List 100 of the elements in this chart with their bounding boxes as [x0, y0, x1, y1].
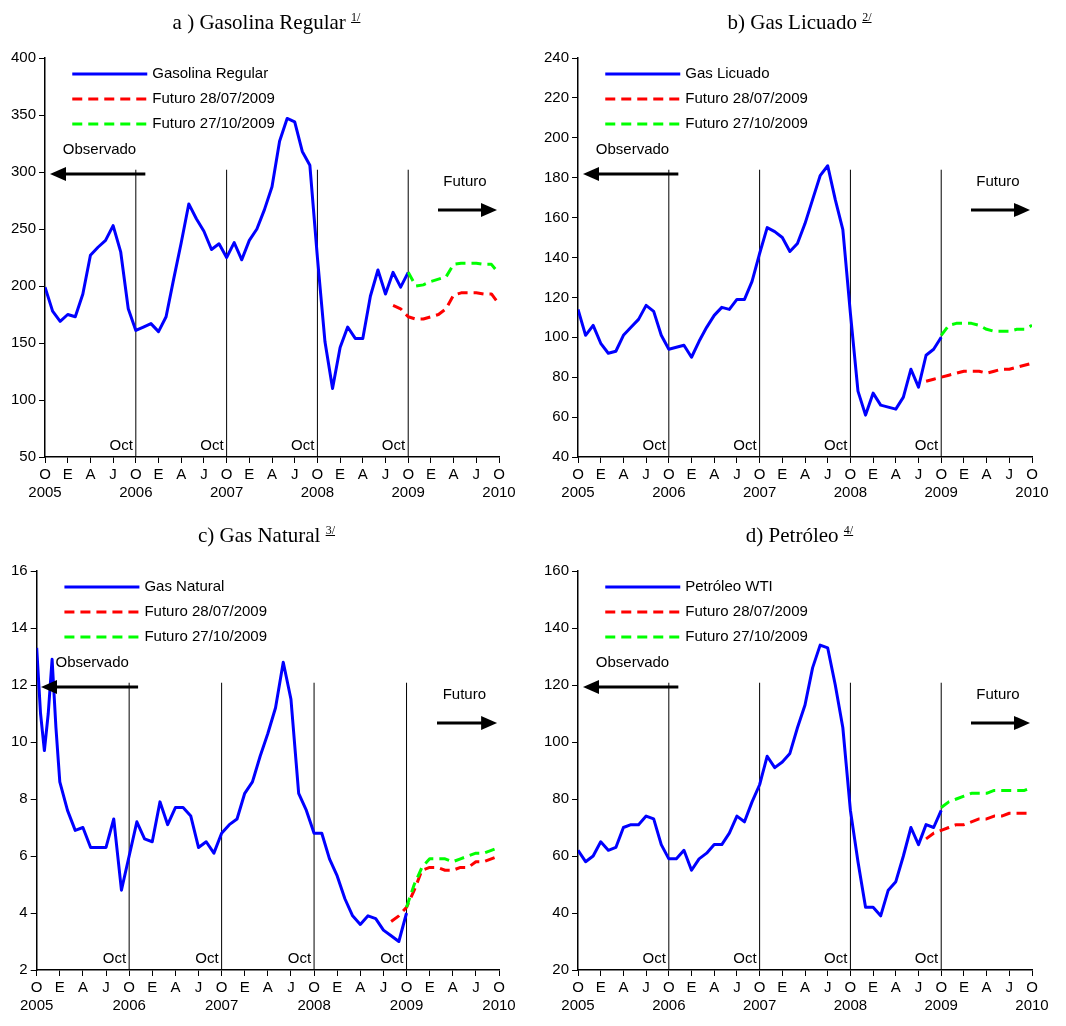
x-tick-label: O 2007 — [742, 978, 777, 1014]
x-tick-label: A — [709, 465, 720, 483]
legend-label: Futuro 28/07/2009 — [685, 602, 808, 620]
x-tick-label: A — [447, 978, 458, 996]
x-tick-label: A — [890, 978, 901, 996]
y-tick-label: 200 — [11, 276, 37, 294]
x-tick-label: A — [267, 465, 278, 483]
x-tick-label: E — [686, 978, 697, 996]
y-tick-label: 60 — [552, 846, 570, 864]
y-tick-label: 80 — [552, 789, 570, 807]
legend-label: Gas Natural — [144, 577, 225, 595]
ref-line-label: Oct — [914, 948, 940, 966]
x-tick-label: E — [868, 465, 879, 483]
x-tick-label: O 2008 — [833, 978, 868, 1014]
y-tick-label: 4 — [19, 903, 28, 921]
x-tick-label: J — [823, 465, 832, 483]
x-tick-label: A — [981, 978, 992, 996]
x-tick-label: A — [357, 465, 368, 483]
y-tick-label: 180 — [544, 167, 570, 185]
x-tick-label: J — [914, 978, 923, 996]
x-tick-label: E — [147, 978, 158, 996]
x-tick-label: A — [448, 465, 459, 483]
y-tick-label: 140 — [544, 618, 570, 636]
y-tick-label: 350 — [11, 105, 37, 123]
legend-label: Futuro 27/10/2009 — [152, 114, 275, 132]
ref-line-label: Oct — [200, 435, 225, 453]
x-tick-label: O 2010 — [482, 978, 516, 1014]
y-tick-label: 100 — [11, 390, 37, 408]
x-tick-label: J — [109, 465, 117, 483]
ref-line-label: Oct — [642, 948, 667, 966]
y-tick-label: 10 — [11, 732, 28, 750]
y-tick-label: 14 — [11, 618, 28, 636]
x-tick-label: E — [595, 465, 606, 483]
ref-line-label: Oct — [195, 948, 220, 966]
x-tick-label: O 2005 — [561, 978, 595, 1014]
chart-title: b) Gas Licuado $^{2/}$ — [726, 9, 873, 34]
x-tick-label: A — [800, 978, 811, 996]
x-tick-label: O 2005 — [561, 465, 595, 501]
ref-line-label: Oct — [824, 435, 849, 453]
x-tick-label: E — [153, 465, 164, 483]
x-tick-label: J — [472, 978, 480, 996]
ref-line-label: Oct — [102, 948, 127, 966]
x-tick-label: O 2008 — [300, 465, 335, 501]
ref-line-label: Oct — [287, 948, 312, 966]
annotation: Futuro — [443, 171, 487, 189]
x-tick-label: E — [332, 978, 343, 996]
x-tick-label: O 2007 — [209, 465, 244, 501]
x-tick-label: A — [355, 978, 366, 996]
legend-label: Petróleo WTI — [685, 577, 773, 595]
y-tick-label: 6 — [19, 846, 28, 864]
x-tick-label: J — [200, 465, 208, 483]
x-tick-label: J — [914, 465, 923, 483]
chart-title: d) Petróleo $^{4/}$ — [744, 522, 855, 547]
ref-line-label: Oct — [733, 948, 758, 966]
annotation: Observado — [595, 139, 670, 157]
x-tick-label: E — [62, 465, 73, 483]
x-tick-label: O 2010 — [1015, 465, 1049, 501]
y-tick-label: 40 — [552, 447, 570, 465]
ref-line-label: Oct — [109, 435, 134, 453]
y-tick-label: 220 — [544, 88, 570, 106]
x-tick-label: J — [194, 978, 203, 996]
y-tick-label: 140 — [544, 247, 570, 265]
x-tick-label: O 2009 — [924, 978, 958, 1014]
ref-line-label: Oct — [381, 435, 407, 453]
x-tick-label: E — [777, 978, 788, 996]
x-tick-label: O 2009 — [924, 465, 958, 501]
x-tick-label: A — [618, 978, 629, 996]
x-tick-label: A — [890, 465, 901, 483]
x-tick-label: J — [381, 465, 390, 483]
x-tick-label: E — [425, 465, 436, 483]
legend-label: Futuro 27/10/2009 — [685, 627, 808, 645]
x-tick-label: O 2007 — [204, 978, 239, 1014]
x-tick-label: J — [823, 978, 832, 996]
annotation: Observado — [595, 652, 670, 670]
y-tick-label: 12 — [11, 675, 28, 693]
x-tick-label: O 2006 — [652, 465, 686, 501]
ref-line-label: Oct — [380, 948, 405, 966]
legend-label: Gas Licuado — [685, 64, 770, 82]
x-tick-label: E — [958, 978, 969, 996]
x-tick-label: J — [472, 465, 481, 483]
x-tick-label: O 2008 — [833, 465, 868, 501]
y-tick-label: 300 — [11, 162, 37, 180]
x-tick-label: E — [868, 978, 879, 996]
ref-line-label: Oct — [733, 435, 758, 453]
y-tick-label: 20 — [552, 960, 570, 978]
annotation: Futuro — [976, 684, 1020, 702]
y-tick-label: 40 — [552, 903, 570, 921]
y-tick-label: 400 — [11, 48, 37, 66]
y-tick-label: 120 — [544, 675, 570, 693]
y-tick-label: 80 — [552, 367, 570, 385]
x-tick-label: O 2005 — [20, 978, 54, 1014]
x-tick-label: E — [777, 465, 788, 483]
y-tick-label: 2 — [19, 960, 28, 978]
x-tick-label: O 2005 — [28, 465, 62, 501]
x-tick-label: J — [379, 978, 388, 996]
x-tick-label: A — [618, 465, 629, 483]
x-tick-label: O 2006 — [652, 978, 686, 1014]
y-tick-label: 200 — [544, 127, 570, 145]
x-tick-label: O 2010 — [482, 465, 516, 501]
y-tick-label: 250 — [11, 219, 37, 237]
